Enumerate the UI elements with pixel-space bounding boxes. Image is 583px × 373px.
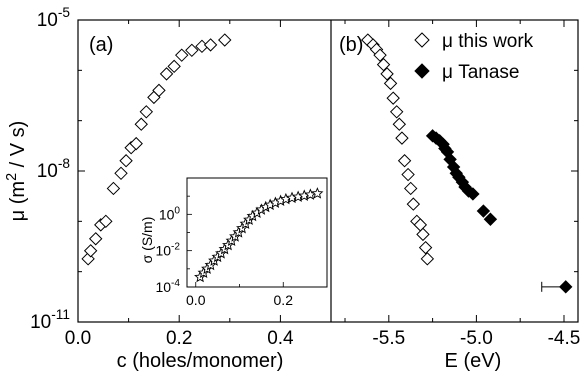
data-point-a (99, 214, 113, 229)
data-point-this-work (416, 227, 430, 242)
x-tick-label: 0.0 (65, 328, 91, 349)
data-point-this-work (392, 117, 407, 131)
data-point-a (175, 48, 189, 62)
data-point-a (185, 43, 199, 58)
x-tick-label: -5.5 (372, 328, 405, 349)
data-point-a (139, 105, 154, 119)
data-point-a (119, 154, 133, 168)
data-point-tanase (476, 204, 491, 218)
inset-y-axis-label: σ (S/m) (139, 217, 155, 264)
legend-marker-tanase (414, 63, 430, 79)
inset-x-tick-label: 0.0 (186, 292, 206, 308)
data-point-this-work (383, 76, 398, 91)
data-point-this-work (380, 67, 394, 81)
data-point-this-work (373, 48, 387, 62)
y-tick-label: 10-11 (30, 307, 70, 333)
data-point-a (203, 38, 218, 52)
data-point-a (167, 59, 181, 74)
y-axis-label: μ (m2 / V s) (4, 121, 29, 222)
inset-y-tick-label: 10-2 (155, 242, 180, 259)
data-point-tanase (466, 187, 480, 201)
data-point-this-work (386, 91, 400, 105)
data-point-this-work (397, 154, 412, 168)
data-point-this-work (401, 167, 415, 182)
y-tick-label: 10-8 (37, 156, 71, 182)
data-point-tanase (483, 212, 498, 226)
data-point-a (152, 83, 166, 98)
legend-marker-this-work (414, 32, 430, 48)
x-tick-label: -4.5 (548, 328, 581, 349)
x-axis-label-a: c (holes/monomer) (117, 350, 284, 372)
x-tick-label: 0.2 (166, 328, 192, 349)
data-point-a (218, 33, 232, 47)
data-point-this-work (389, 105, 404, 119)
data-point-a (89, 232, 103, 246)
data-point-a (106, 181, 121, 196)
inset-y-tick-label: 10-4 (155, 278, 180, 295)
panel-label-b: (b) (339, 34, 363, 56)
x-axis-label-b: E (eV) (445, 350, 502, 372)
data-point-this-work (403, 181, 418, 196)
data-point-a (114, 166, 128, 181)
inset-y-tick-label: 100 (159, 205, 181, 222)
x-tick-label: 0.4 (267, 328, 294, 349)
data-point-a (83, 244, 98, 258)
data-point-this-work (418, 240, 433, 255)
legend-label-this-work: μ this work (442, 31, 534, 52)
data-point-a (129, 136, 143, 151)
data-point-tanase (559, 280, 573, 294)
legend-label-tanase: μ Tanase (442, 62, 520, 83)
y-tick-label: 10-5 (37, 5, 71, 31)
data-point-a (134, 117, 148, 131)
x-tick-label: -5.0 (460, 328, 493, 349)
panel-label-a: (a) (89, 34, 113, 56)
data-point-this-work (376, 57, 391, 72)
inset-x-tick-label: 0.2 (274, 292, 294, 308)
data-point-a (159, 67, 174, 81)
data-point-this-work (395, 131, 409, 145)
data-point-this-work (420, 252, 435, 266)
inset-data-point (311, 187, 324, 199)
data-point-this-work (406, 197, 421, 211)
data-point-a (81, 252, 95, 266)
